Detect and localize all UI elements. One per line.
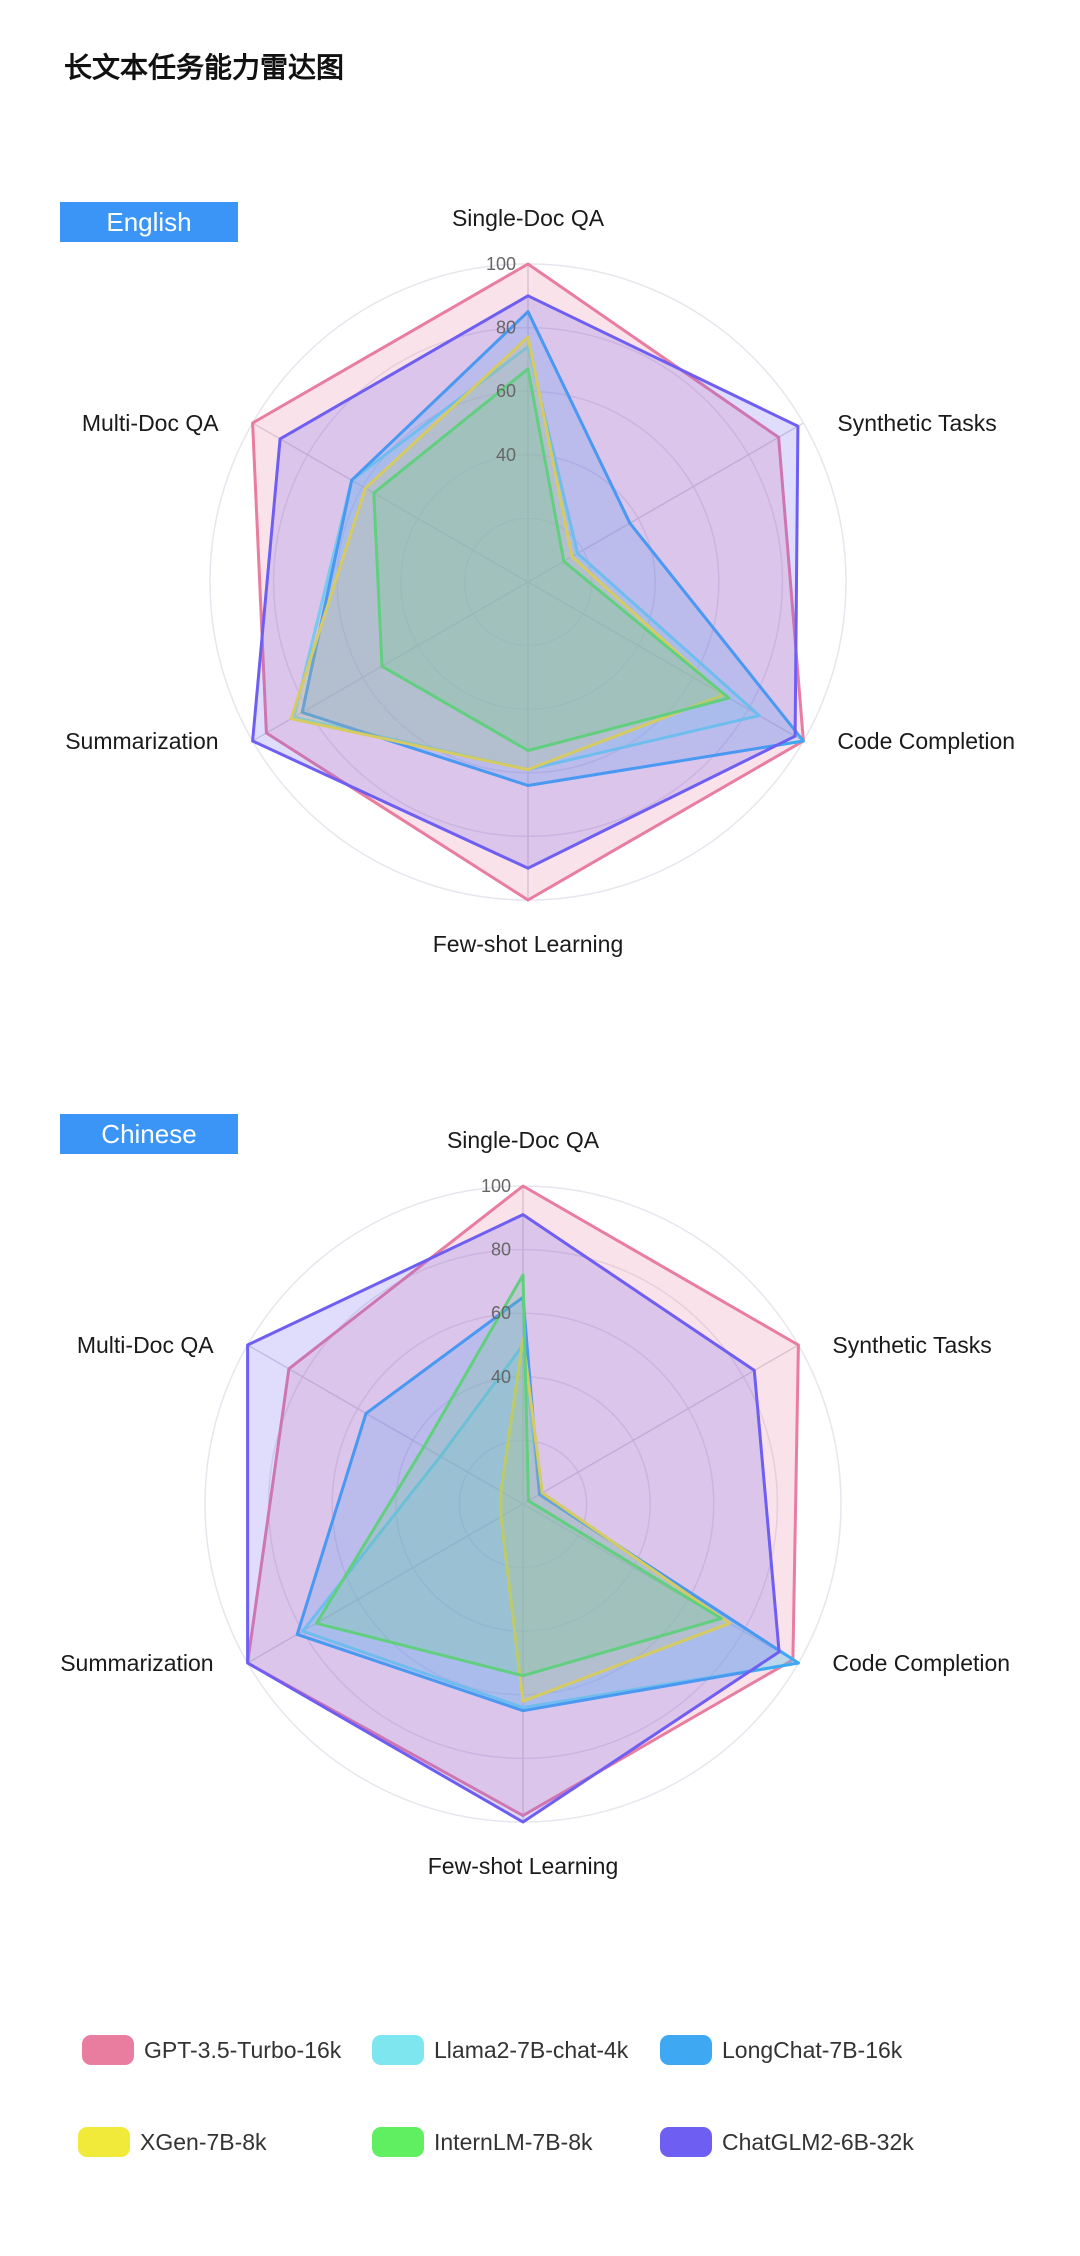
legend-item-longchat-7b-16k[interactable]: LongChat-7B-16k — [660, 2030, 902, 2070]
legend-swatch — [372, 2127, 424, 2157]
axis-label-summarization: Summarization — [65, 728, 218, 754]
legend: GPT-3.5-Turbo-16k Llama2-7B-chat-4k LongCh… — [0, 2030, 1080, 2230]
legend-label: ChatGLM2-6B-32k — [722, 2128, 914, 2155]
axis-spoke — [527, 422, 804, 583]
axis-label-code-completion: Code Completion — [837, 728, 1015, 754]
series-polygon-gpt-3-5-turbo-16k — [246, 1184, 800, 1818]
legend-label: LongChat-7B-16k — [722, 2036, 903, 2063]
english-tag: English — [60, 202, 238, 242]
legend-label: Llama2-7B-chat-4k — [434, 2036, 629, 2063]
axis-label-multi-doc-qa: Multi-Doc QA — [82, 410, 219, 436]
axis-spoke — [522, 1344, 799, 1505]
axis-label-summarization: Summarization — [60, 1650, 213, 1676]
series-polygon-longchat-7b-16k — [295, 1295, 800, 1713]
axis-spoke — [247, 1503, 524, 1664]
axis-spoke — [252, 422, 529, 583]
chinese-tag: Chinese — [60, 1114, 238, 1154]
tick-label: 100 — [481, 1176, 511, 1196]
legend-label: InternLM-7B-8k — [434, 2128, 593, 2155]
tick-label: 80 — [496, 318, 516, 338]
tick-label: 80 — [491, 1240, 511, 1260]
series-polygon-xgen-7b-8k — [289, 335, 725, 772]
axis-spoke — [522, 1503, 799, 1664]
series-polygon-xgen-7b-8k — [499, 1337, 731, 1703]
tick-label: 60 — [496, 381, 516, 401]
page-title: 长文本任务能力雷达图 — [64, 51, 345, 84]
tick-label: 40 — [491, 1367, 511, 1387]
legend-item-llama2-7b-chat-4k[interactable]: Llama2-7B-chat-4k — [372, 2030, 628, 2070]
axis-label-single-doc-qa: Single-Doc QA — [447, 1127, 600, 1153]
legend-label: GPT-3.5-Turbo-16k — [144, 2036, 342, 2063]
series-polygon-internlm-7b-8k — [315, 1273, 723, 1678]
legend-swatch — [660, 2035, 712, 2065]
legend-label: XGen-7B-8k — [140, 2128, 267, 2155]
axis-label-synthetic-tasks: Synthetic Tasks — [832, 1332, 991, 1358]
chinese-radar-chart: 40 60 80 100 Single-Doc QA Synthetic Tasks Cod… — [60, 1127, 1010, 1879]
axis-label-code-completion: Code Completion — [832, 1650, 1010, 1676]
series-polygon-chatglm2-6b-32k — [251, 294, 800, 870]
legend-swatch — [82, 2035, 134, 2065]
legend-item-internlm-7b-8k[interactable]: InternLM-7B-8k — [372, 2122, 593, 2162]
series-polygon-chatglm2-6b-32k — [246, 1213, 781, 1824]
english-radar-chart: 40 60 80 100 Single-Doc QA Synthetic Tasks Cod… — [65, 205, 1015, 957]
series-polygon-internlm-7b-8k — [372, 367, 731, 752]
axis-label-synthetic-tasks: Synthetic Tasks — [837, 410, 996, 436]
legend-swatch — [660, 2127, 712, 2157]
axis-label-few-shot-learning: Few-shot Learning — [433, 931, 624, 957]
tick-label: 40 — [496, 445, 516, 465]
legend-item-xgen-7b-8k[interactable]: XGen-7B-8k — [78, 2122, 267, 2162]
legend-item-gpt-3-5-turbo-16k[interactable]: GPT-3.5-Turbo-16k — [82, 2030, 341, 2070]
axis-label-few-shot-learning: Few-shot Learning — [428, 1853, 619, 1879]
axis-spoke — [252, 581, 529, 742]
tick-label: 100 — [486, 254, 516, 274]
tick-label: 60 — [491, 1303, 511, 1323]
legend-swatch — [372, 2035, 424, 2065]
axis-label-multi-doc-qa: Multi-Doc QA — [77, 1332, 214, 1358]
legend-swatch — [78, 2127, 130, 2157]
axis-label-single-doc-qa: Single-Doc QA — [452, 205, 605, 231]
legend-item-chatglm2-6b-32k[interactable]: ChatGLM2-6B-32k — [660, 2122, 914, 2162]
axis-spoke — [247, 1344, 524, 1505]
